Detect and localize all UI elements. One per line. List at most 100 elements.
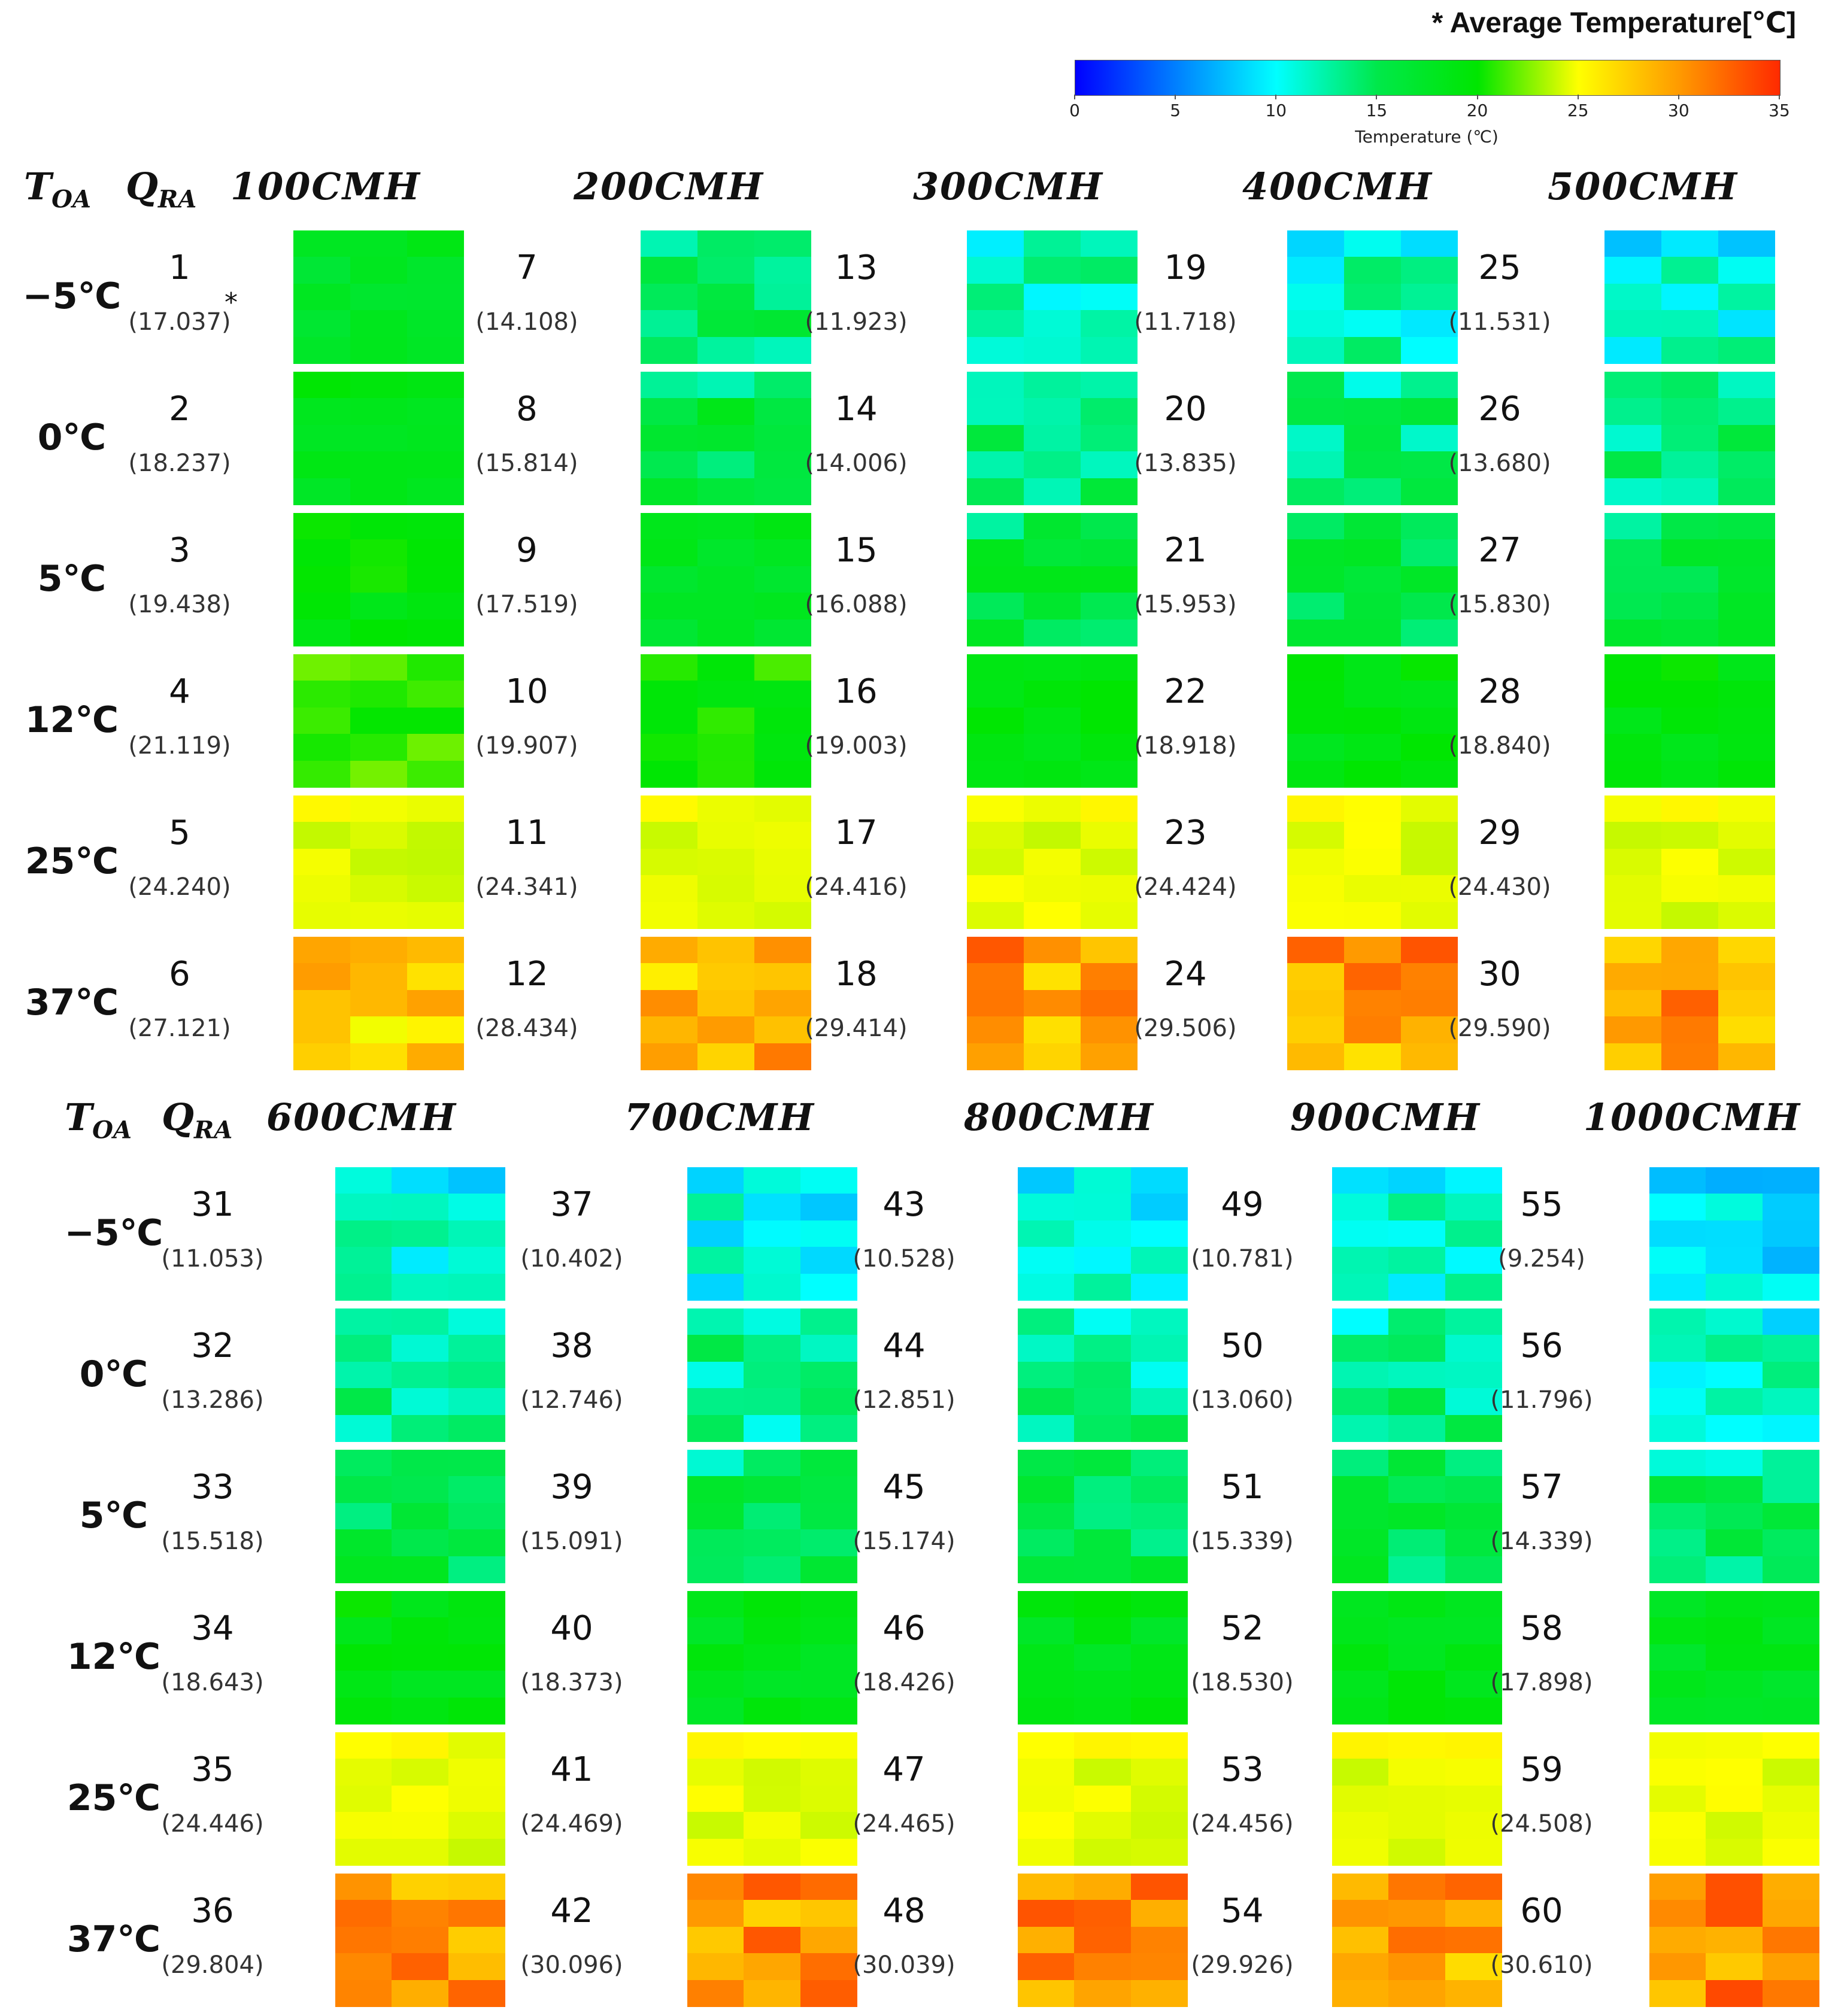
case-heatmap <box>335 1732 505 1865</box>
heatmap-cell <box>1074 1732 1131 1759</box>
heatmap-cell <box>1074 1874 1131 1900</box>
heatmap-cell <box>697 310 754 337</box>
heatmap-cell <box>1706 1556 1763 1583</box>
case-heatmap <box>1018 1591 1187 1724</box>
case-number: 8 <box>467 390 587 429</box>
heatmap-cell <box>1131 1900 1188 1927</box>
heatmap-cell <box>744 1362 800 1389</box>
heatmap-cell <box>293 284 350 311</box>
heatmap-cell <box>1024 822 1081 849</box>
heatmap-cell <box>967 451 1024 478</box>
heatmap-cell <box>697 1016 754 1043</box>
heatmap-cell <box>1763 1247 1819 1274</box>
case-number: 35 <box>153 1750 272 1789</box>
heatmap-cell <box>1018 1450 1075 1477</box>
heatmap-cell <box>392 1274 448 1301</box>
heatmap-cell <box>1332 1247 1389 1274</box>
heatmap-cell <box>1024 1016 1081 1043</box>
heatmap-cell <box>1287 257 1344 284</box>
heatmap-cell <box>392 1874 448 1900</box>
heatmap-cell <box>967 230 1024 257</box>
heatmap-cell <box>1401 849 1458 876</box>
heatmap-cell <box>407 425 464 452</box>
heatmap-cell <box>1287 822 1344 849</box>
case-average: (29.804) <box>153 1951 272 1979</box>
heatmap-cell <box>967 593 1024 620</box>
heatmap-cell <box>350 398 407 425</box>
heatmap-cell <box>1445 1839 1502 1866</box>
heatmap-cell <box>335 1812 392 1839</box>
heatmap-cell <box>1661 284 1718 311</box>
heatmap-cell <box>350 654 407 681</box>
case-average: (19.907) <box>467 732 587 760</box>
heatmap-cell <box>1131 1529 1188 1556</box>
heatmap-cell <box>1024 539 1081 566</box>
heatmap-cell <box>1604 539 1661 566</box>
heatmap-cell <box>641 681 697 708</box>
heatmap-cell <box>335 1388 392 1415</box>
case-heatmap <box>1604 937 1775 1070</box>
heatmap-cell <box>335 1874 392 1900</box>
heatmap-cell <box>1401 478 1458 505</box>
heatmap-cell <box>1604 796 1661 822</box>
case-number: 5 <box>120 813 239 852</box>
heatmap-cell <box>1661 539 1718 566</box>
case-heatmap <box>641 513 811 646</box>
case-number: 47 <box>844 1750 964 1789</box>
heatmap-cell <box>1604 230 1661 257</box>
case-heatmap <box>1332 1450 1502 1583</box>
heatmap-cell <box>1445 1927 1502 1954</box>
case-average: (11.796) <box>1482 1386 1601 1414</box>
heatmap-cell <box>1388 1812 1445 1839</box>
case-number: 21 <box>1126 531 1245 570</box>
heatmap-cell <box>350 539 407 566</box>
heatmap-cell <box>1388 1953 1445 1980</box>
heatmap-cell <box>350 708 407 734</box>
heatmap-cell <box>1388 1194 1445 1220</box>
heatmap-cell <box>293 566 350 593</box>
heatmap-cell <box>1287 796 1344 822</box>
case-average: (18.426) <box>844 1669 964 1696</box>
heatmap-cell <box>1131 1927 1188 1954</box>
heatmap-cell <box>641 849 697 876</box>
case-heatmap <box>1018 1874 1187 2006</box>
heatmap-cell <box>1018 1874 1075 1900</box>
case-number: 42 <box>512 1891 632 1930</box>
heatmap-cell <box>1024 963 1081 990</box>
heatmap-cell <box>1074 1388 1131 1415</box>
heatmap-cell <box>1287 875 1344 902</box>
heatmap-cell <box>1706 1450 1763 1477</box>
heatmap-cell <box>448 1556 505 1583</box>
heatmap-cell <box>1445 1698 1502 1724</box>
heatmap-cell <box>350 513 407 540</box>
heatmap-cell <box>1018 1220 1075 1247</box>
heatmap-cell <box>335 1671 392 1698</box>
heatmap-cell <box>1287 654 1344 681</box>
qra-header: QRA <box>162 1095 232 1144</box>
case-average: (24.456) <box>1182 1810 1302 1838</box>
case-heatmap <box>967 654 1138 787</box>
heatmap-cell <box>1661 257 1718 284</box>
heatmap-cell <box>687 1476 744 1503</box>
case-heatmap <box>687 1732 857 1865</box>
heatmap-cell <box>754 478 811 505</box>
colorbar-tick-label: 15 <box>1352 101 1400 120</box>
heatmap-cell <box>1024 566 1081 593</box>
heatmap-cell <box>1388 1362 1445 1389</box>
heatmap-cell <box>687 1953 744 1980</box>
heatmap-cell <box>1287 398 1344 425</box>
heatmap-cell <box>1131 1247 1188 1274</box>
heatmap-cell <box>687 1194 744 1220</box>
heatmap-cell <box>293 681 350 708</box>
heatmap-cell <box>407 372 464 399</box>
heatmap-cell <box>407 708 464 734</box>
heatmap-cell <box>1074 1698 1131 1724</box>
heatmap-cell <box>687 1812 744 1839</box>
case-number: 48 <box>844 1891 964 1930</box>
case-heatmap <box>1018 1308 1187 1441</box>
heatmap-cell <box>1661 451 1718 478</box>
heatmap-cell <box>1763 1927 1819 1954</box>
heatmap-cell <box>1649 1194 1706 1220</box>
heatmap-cell <box>687 1900 744 1927</box>
heatmap-cell <box>687 1308 744 1335</box>
